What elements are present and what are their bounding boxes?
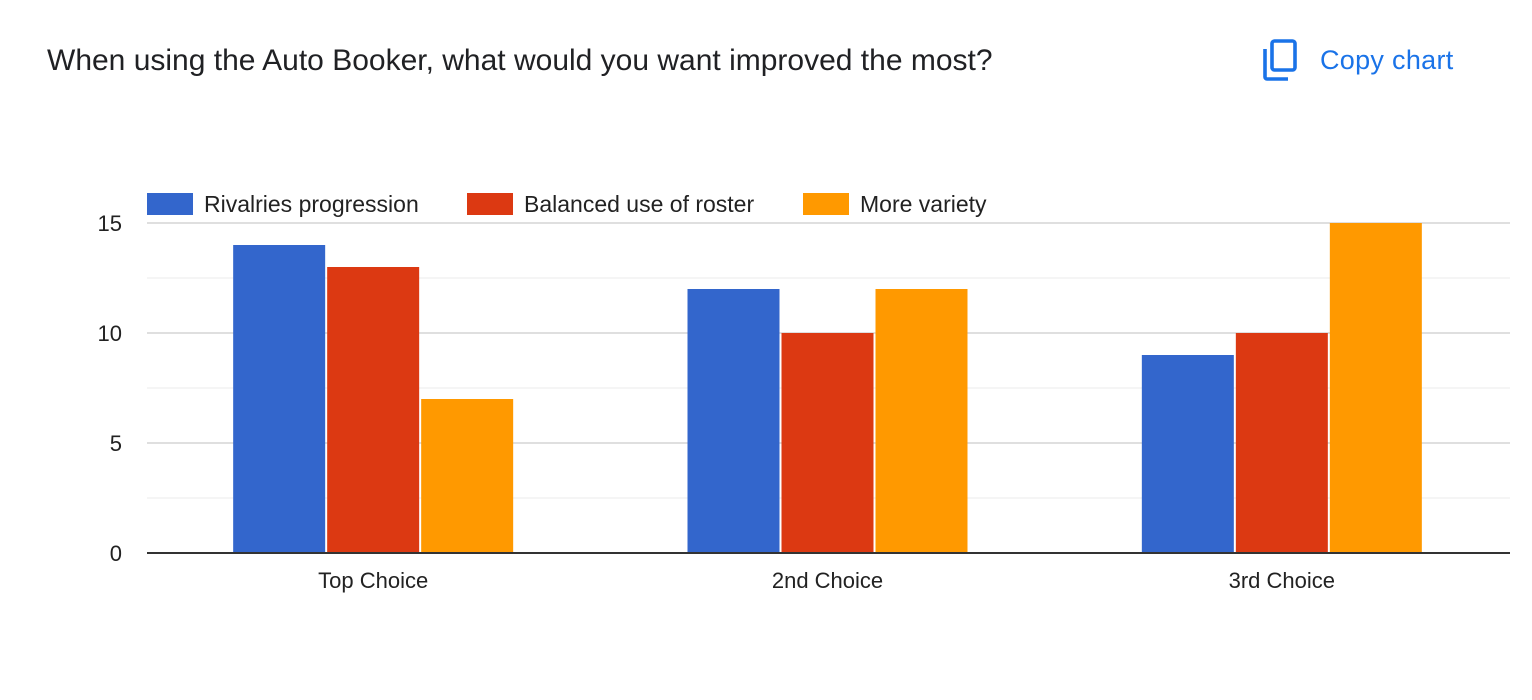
bar [1329, 223, 1422, 553]
legend-label: Rivalries progression [204, 191, 419, 217]
bar [327, 267, 420, 553]
copy-icon [1262, 39, 1298, 81]
x-category-label: 3rd Choice [1229, 568, 1335, 593]
bar [781, 333, 874, 553]
bar [421, 399, 514, 553]
y-tick-label: 0 [110, 541, 122, 566]
y-tick-label: 5 [110, 431, 122, 456]
x-category-label: 2nd Choice [772, 568, 883, 593]
bar [875, 289, 968, 553]
x-category-label: Top Choice [318, 568, 428, 593]
bar [233, 245, 326, 553]
bar [1235, 333, 1328, 553]
bar [1141, 355, 1234, 553]
y-tick-label: 10 [98, 321, 122, 346]
copy-chart-label: Copy chart [1320, 44, 1454, 75]
legend-swatch [147, 193, 193, 215]
copy-chart-button[interactable]: Copy chart [1262, 34, 1454, 86]
chart-title: When using the Auto Booker, what would y… [47, 44, 993, 77]
legend-swatch [467, 193, 513, 215]
legend-swatch [803, 193, 849, 215]
legend-label: Balanced use of roster [524, 191, 754, 217]
bar [687, 289, 780, 553]
y-tick-label: 15 [98, 211, 122, 236]
legend-label: More variety [860, 191, 987, 217]
